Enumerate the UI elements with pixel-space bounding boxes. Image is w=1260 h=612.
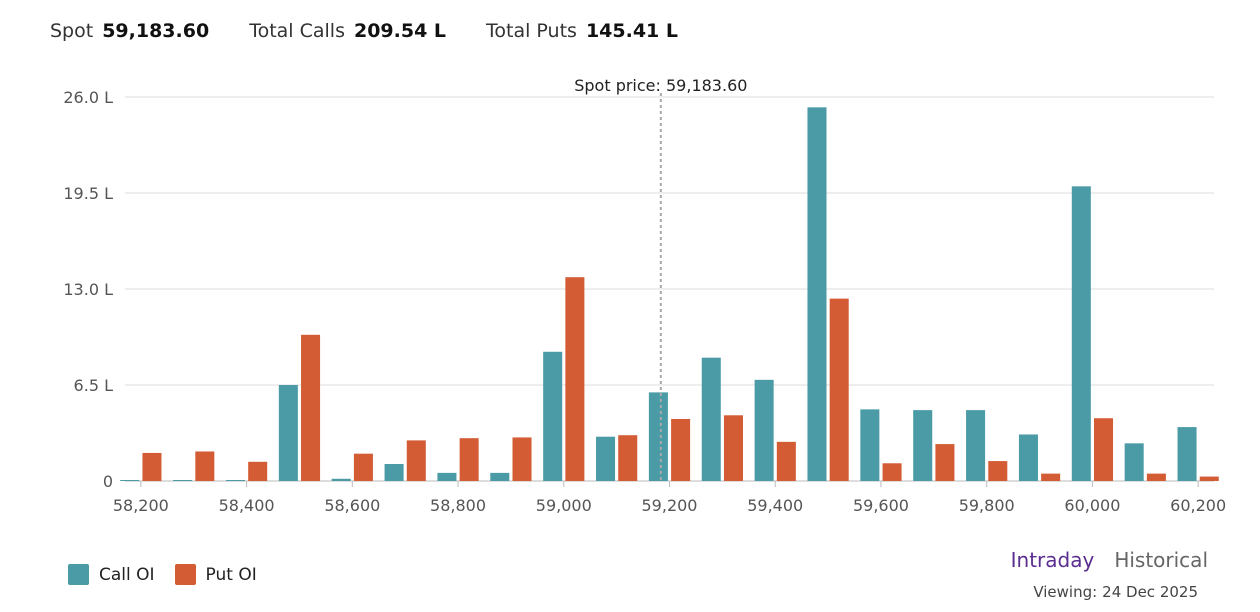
tab-historical[interactable]: Historical: [1114, 548, 1208, 572]
x-tick-label: 60,200: [1170, 496, 1226, 515]
put-oi-bar: [723, 415, 743, 481]
call-oi-bar: [437, 472, 457, 481]
viewing-date-value: 24 Dec 2025: [1102, 583, 1198, 601]
x-tick-label: 59,200: [642, 496, 698, 515]
total-calls-label: Total Calls: [249, 20, 345, 42]
spot-value: 59,183.60: [102, 20, 210, 42]
x-tick-label: 59,400: [747, 496, 803, 515]
put-oi-bar: [671, 418, 691, 481]
call-oi-bar: [384, 464, 404, 481]
call-oi-bar: [596, 436, 616, 481]
call-oi-bar: [1018, 434, 1038, 481]
call-oi-bar: [490, 472, 510, 481]
put-oi-bar: [195, 451, 215, 481]
x-tick-label: 59,600: [853, 496, 909, 515]
put-oi-bar: [829, 298, 849, 481]
view-toggle: Intraday Historical: [991, 548, 1208, 572]
put-oi-bar: [565, 277, 585, 481]
call-oi-bar: [1124, 443, 1144, 481]
put-oi-bar: [618, 435, 638, 481]
put-oi-bar: [301, 334, 321, 481]
put-oi-bar: [248, 461, 268, 481]
x-tick-label: 60,000: [1064, 496, 1120, 515]
total-calls-stat: Total Calls 209.54 L: [249, 20, 446, 42]
spot-price-annotation: Spot price: 59,183.60: [574, 76, 747, 95]
put-oi-bar: [459, 438, 479, 481]
legend-swatch-call: [68, 564, 89, 585]
viewing-label: Viewing:: [1033, 583, 1098, 601]
legend-label-call: Call OI: [99, 564, 155, 585]
call-oi-bar: [701, 357, 721, 481]
legend-label-put: Put OI: [205, 564, 257, 585]
call-oi-bar: [807, 107, 827, 481]
x-tick-label: 59,000: [536, 496, 592, 515]
total-calls-value: 209.54 L: [353, 20, 447, 42]
call-oi-bar: [966, 410, 986, 481]
legend-swatch-put: [174, 564, 196, 585]
oi-bar-chart: 0 6.5 L 13.0 L 19.5 L 26.0 L 58,200 58,400 58,6…: [63, 76, 1226, 515]
spot-stat: Spot 59,183.60: [50, 20, 209, 42]
put-oi-bar: [776, 441, 796, 481]
put-oi-bar: [935, 444, 955, 481]
legend-item-call[interactable]: Call OI: [68, 564, 155, 585]
x-tick-label: 58,600: [324, 496, 380, 515]
x-tick-label: 58,400: [219, 496, 275, 515]
y-tick-label: 13.0 L: [63, 280, 113, 299]
chart-legend: Call OI Put OI: [68, 564, 277, 585]
put-oi-bar: [1093, 418, 1114, 481]
legend-item-put[interactable]: Put OI: [174, 564, 257, 585]
x-tick-label: 58,200: [113, 496, 169, 515]
put-oi-bar: [406, 440, 426, 481]
call-oi-bar: [173, 480, 193, 481]
tab-intraday[interactable]: Intraday: [1010, 548, 1095, 572]
y-tick-label: 26.0 L: [63, 88, 113, 107]
call-oi-bar: [860, 409, 880, 481]
put-oi-bar: [1146, 473, 1166, 481]
viewing-date: Viewing: 24 Dec 2025: [1033, 583, 1198, 601]
y-tick-label: 6.5 L: [74, 376, 114, 395]
call-oi-bar: [1177, 427, 1197, 481]
put-oi-bar: [142, 452, 162, 481]
call-oi-bar: [913, 410, 933, 481]
call-oi-bar: [543, 351, 563, 481]
total-puts-value: 145.41 L: [585, 20, 678, 42]
total-puts-stat: Total Puts 145.41 L: [486, 20, 678, 42]
call-oi-bar: [1071, 186, 1091, 481]
call-oi-bar: [331, 478, 351, 481]
call-oi-bar: [754, 379, 774, 481]
total-puts-label: Total Puts: [486, 20, 577, 42]
call-oi-bar: [648, 392, 668, 481]
summary-bar: Spot 59,183.60 Total Calls 209.54 L Tota…: [50, 20, 718, 42]
x-tick-label: 58,800: [430, 496, 486, 515]
call-oi-bar: [120, 480, 140, 481]
put-oi-bar: [988, 461, 1008, 481]
put-oi-bar: [1041, 473, 1061, 481]
put-oi-bar: [882, 463, 902, 481]
put-oi-bar: [353, 453, 373, 481]
call-oi-bar: [278, 385, 298, 481]
put-oi-bar: [1199, 476, 1219, 481]
spot-label: Spot: [50, 20, 94, 42]
x-tick-label: 59,800: [959, 496, 1015, 515]
y-tick-label: 0: [103, 472, 113, 491]
call-oi-bar: [225, 480, 246, 481]
y-tick-label: 19.5 L: [63, 184, 113, 203]
put-oi-bar: [512, 437, 532, 481]
